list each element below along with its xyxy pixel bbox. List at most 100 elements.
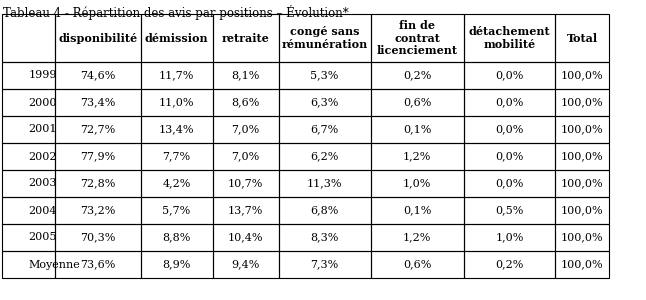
Text: 77,9%: 77,9%	[80, 152, 116, 161]
Bar	[141, 197, 213, 224]
Text: 100,0%: 100,0%	[561, 152, 603, 161]
Text: 9,4%: 9,4%	[231, 260, 260, 269]
Bar	[556, 251, 609, 278]
Text: 11,0%: 11,0%	[159, 98, 194, 107]
Text: 6,7%: 6,7%	[311, 124, 339, 134]
Text: 11,3%: 11,3%	[307, 178, 342, 188]
Bar	[2, 62, 56, 89]
Bar	[213, 251, 278, 278]
Bar	[278, 116, 371, 143]
Bar	[213, 14, 278, 62]
Text: fin de
contrat
licenciement: fin de contrat licenciement	[377, 20, 457, 56]
Bar	[56, 14, 141, 62]
Bar	[371, 143, 464, 170]
Text: 0,0%: 0,0%	[495, 70, 524, 80]
Bar	[371, 224, 464, 251]
Text: 73,4%: 73,4%	[80, 98, 116, 107]
Text: 2001: 2001	[28, 124, 57, 134]
Bar	[56, 62, 141, 89]
Text: 0,5%: 0,5%	[495, 206, 524, 215]
Text: 13,4%: 13,4%	[159, 124, 194, 134]
Text: 1,0%: 1,0%	[403, 178, 432, 188]
Bar	[141, 116, 213, 143]
Text: 0,6%: 0,6%	[403, 260, 432, 269]
Bar	[464, 224, 556, 251]
Text: 8,1%: 8,1%	[231, 70, 260, 80]
Bar	[2, 197, 56, 224]
Text: 10,4%: 10,4%	[228, 232, 264, 242]
Text: disponibilité: disponibilité	[58, 32, 138, 44]
Bar	[556, 116, 609, 143]
Text: détachement
mobilité: détachement mobilité	[469, 26, 550, 50]
Text: 6,8%: 6,8%	[311, 206, 339, 215]
Bar	[464, 143, 556, 170]
Text: 1,0%: 1,0%	[495, 232, 524, 242]
Text: 8,8%: 8,8%	[162, 232, 191, 242]
Bar	[141, 224, 213, 251]
Text: 7,7%: 7,7%	[163, 152, 191, 161]
Text: 2000: 2000	[28, 98, 57, 107]
Bar	[556, 14, 609, 62]
Bar	[556, 224, 609, 251]
Text: 100,0%: 100,0%	[561, 70, 603, 80]
Bar	[464, 14, 556, 62]
Bar	[278, 62, 371, 89]
Bar	[56, 197, 141, 224]
Text: 6,3%: 6,3%	[311, 98, 339, 107]
Bar	[56, 251, 141, 278]
Bar	[213, 197, 278, 224]
Bar	[371, 116, 464, 143]
Text: 2003: 2003	[28, 178, 57, 188]
Text: 7,3%: 7,3%	[311, 260, 339, 269]
Text: 2005: 2005	[28, 232, 57, 242]
Text: 73,2%: 73,2%	[80, 206, 116, 215]
Text: 8,9%: 8,9%	[162, 260, 191, 269]
Text: Moyenne: Moyenne	[28, 260, 80, 269]
Bar	[56, 143, 141, 170]
Text: congé sans
rémunération: congé sans rémunération	[282, 26, 368, 50]
Text: 7,0%: 7,0%	[231, 124, 260, 134]
Bar	[278, 89, 371, 116]
Text: 73,6%: 73,6%	[80, 260, 116, 269]
Bar	[2, 170, 56, 197]
Bar	[278, 14, 371, 62]
Text: 0,1%: 0,1%	[403, 124, 432, 134]
Bar	[56, 116, 141, 143]
Text: Tableau 4 - Répartition des avis par positions – Évolution*: Tableau 4 - Répartition des avis par pos…	[3, 5, 349, 20]
Text: 100,0%: 100,0%	[561, 98, 603, 107]
Text: 7,0%: 7,0%	[231, 152, 260, 161]
Text: 13,7%: 13,7%	[228, 206, 264, 215]
Bar	[141, 62, 213, 89]
Bar	[556, 62, 609, 89]
Bar	[141, 251, 213, 278]
Text: 100,0%: 100,0%	[561, 178, 603, 188]
Bar	[141, 143, 213, 170]
Bar	[2, 143, 56, 170]
Bar	[213, 62, 278, 89]
Bar	[371, 62, 464, 89]
Text: 4,2%: 4,2%	[162, 178, 191, 188]
Bar	[278, 143, 371, 170]
Bar	[464, 116, 556, 143]
Text: 1999: 1999	[28, 70, 57, 80]
Bar	[2, 116, 56, 143]
Text: 8,6%: 8,6%	[231, 98, 260, 107]
Text: 0,0%: 0,0%	[495, 124, 524, 134]
Bar	[464, 89, 556, 116]
Text: 100,0%: 100,0%	[561, 206, 603, 215]
Text: 72,7%: 72,7%	[80, 124, 116, 134]
Text: 1,2%: 1,2%	[403, 232, 432, 242]
Bar	[278, 251, 371, 278]
Bar	[2, 251, 56, 278]
Bar	[278, 170, 371, 197]
Text: 0,1%: 0,1%	[403, 206, 432, 215]
Bar	[56, 170, 141, 197]
Bar	[278, 224, 371, 251]
Bar	[371, 89, 464, 116]
Text: 11,7%: 11,7%	[159, 70, 194, 80]
Text: 1,2%: 1,2%	[403, 152, 432, 161]
Bar	[371, 14, 464, 62]
Bar	[213, 116, 278, 143]
Bar	[213, 170, 278, 197]
Text: 0,0%: 0,0%	[495, 98, 524, 107]
